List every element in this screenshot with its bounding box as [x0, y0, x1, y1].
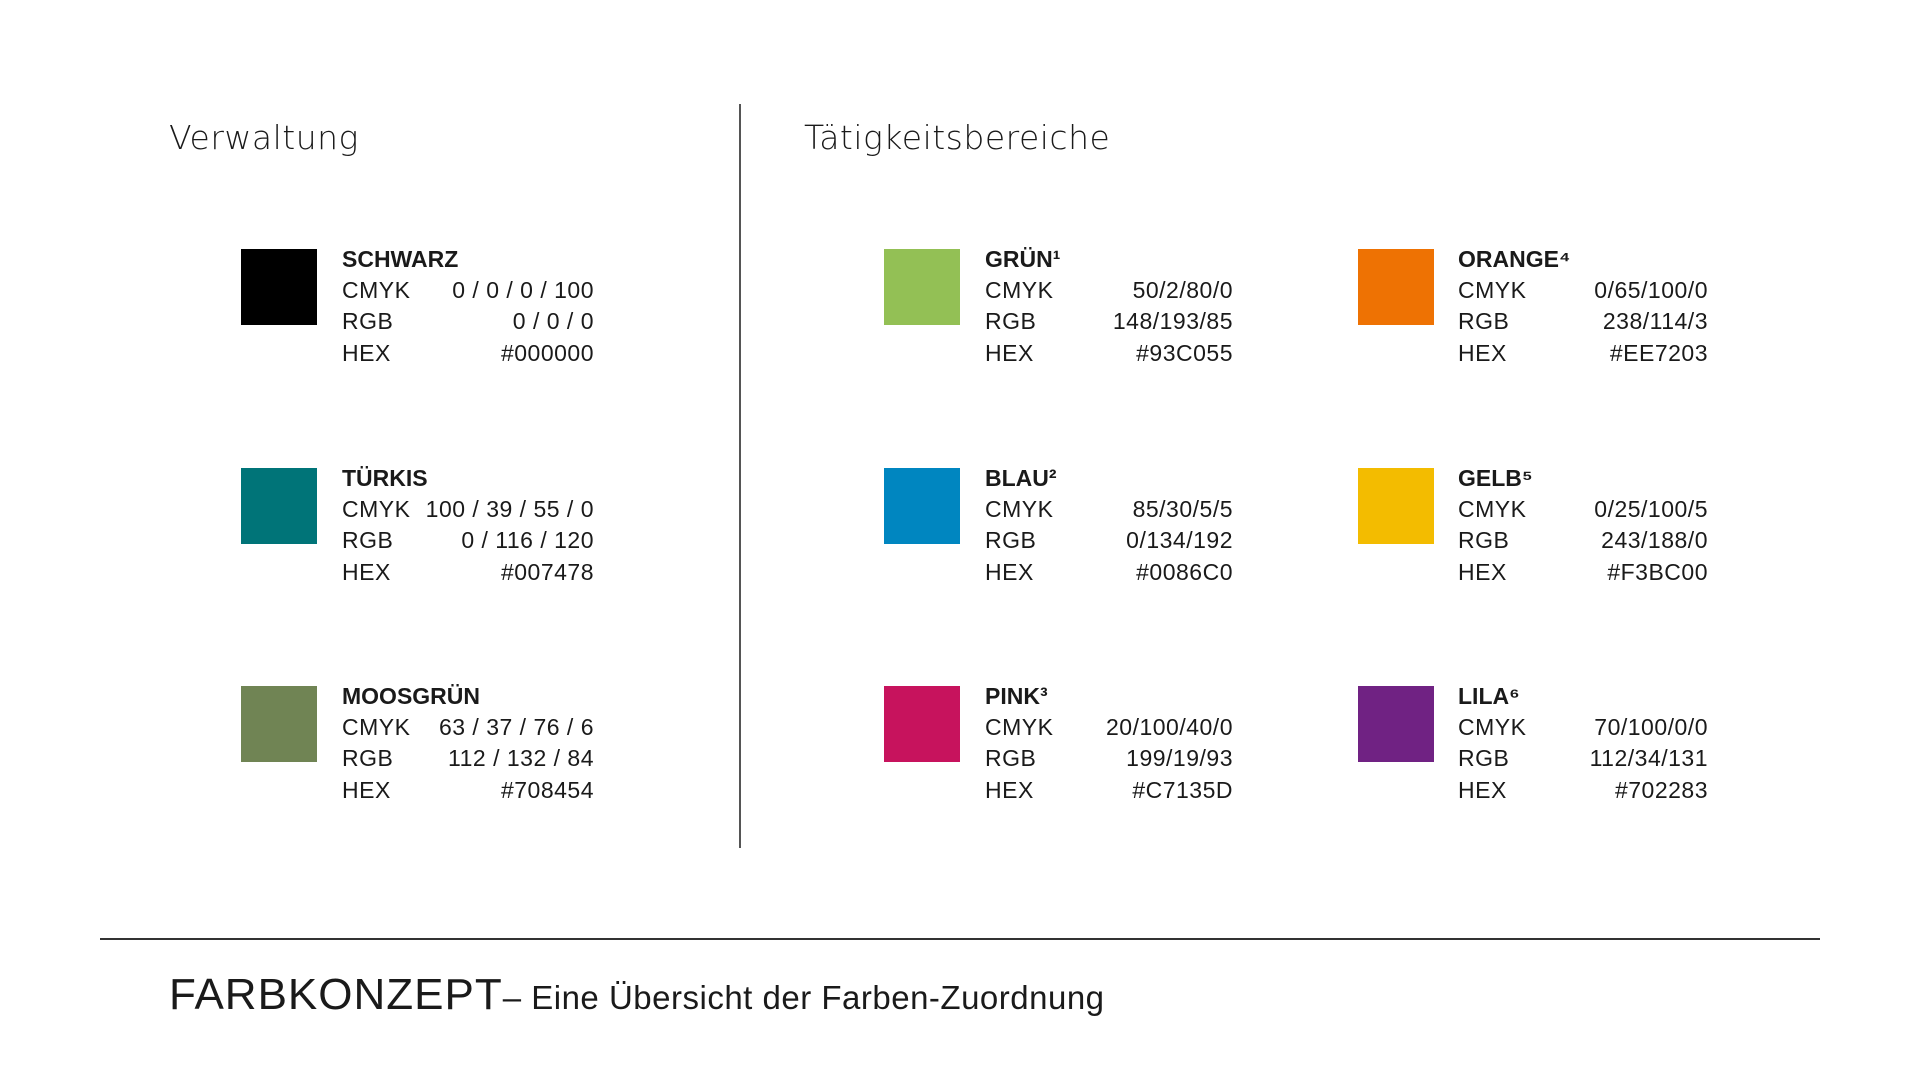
spec-value: 100 / 39 / 55 / 0 [425, 496, 594, 522]
spec-label: RGB [342, 745, 394, 772]
divider-vertical [739, 104, 741, 848]
section-title: Tätigkeitsbereiche [804, 118, 1111, 157]
spec-label: CMYK [1458, 714, 1527, 740]
spec-value: 112/34/131 [1589, 745, 1708, 772]
spec-label: CMYK [985, 496, 1054, 522]
spec-label: RGB [1458, 745, 1510, 772]
spec-label: HEX [1458, 558, 1507, 585]
spec-value: 0/25/100/5 [1594, 496, 1708, 522]
color-name: ORANGE⁴ [1458, 246, 1571, 272]
color-swatch [1358, 249, 1434, 325]
spec-label: CMYK [985, 277, 1054, 303]
color-name: LILA⁶ [1458, 683, 1520, 709]
spec-label: HEX [985, 558, 1034, 585]
spec-label: RGB [985, 527, 1037, 554]
color-swatch [1358, 686, 1434, 762]
spec-value: 20/100/40/0 [1105, 714, 1233, 740]
spec-label: HEX [985, 776, 1034, 803]
footer: FARBKONZEPT– Eine Übersicht der Farben-Z… [169, 970, 1105, 1020]
section-title: Verwaltung [169, 118, 359, 157]
spec-value: #702283 [1614, 776, 1708, 803]
color-swatch [884, 686, 960, 762]
spec-value: #93C055 [1136, 339, 1233, 366]
color-swatch [241, 468, 317, 544]
spec-label: RGB [342, 308, 394, 335]
spec-label: HEX [342, 558, 391, 585]
spec-label: RGB [1458, 308, 1510, 335]
spec-value: 70/100/0/0 [1594, 714, 1708, 740]
spec-value: #007478 [500, 558, 594, 585]
footer-subtitle: – Eine Übersicht der Farben-Zuordnung [502, 979, 1105, 1016]
spec-value: 63 / 37 / 76 / 6 [438, 714, 594, 740]
spec-value: 112 / 132 / 84 [448, 745, 594, 772]
color-swatch [1358, 468, 1434, 544]
spec-value: #0086C0 [1136, 558, 1233, 585]
color-swatch [884, 249, 960, 325]
color-swatch [241, 686, 317, 762]
color-name: BLAU² [985, 465, 1057, 491]
spec-label: HEX [342, 776, 391, 803]
spec-label: CMYK [342, 277, 411, 303]
spec-value: 0/134/192 [1126, 527, 1233, 554]
spec-value: 0 / 116 / 120 [461, 527, 594, 554]
spec-label: RGB [985, 745, 1037, 772]
spec-label: HEX [1458, 339, 1507, 366]
color-name: SCHWARZ [342, 246, 459, 272]
footer-title: FARBKONZEPT [169, 970, 503, 1019]
spec-label: CMYK [342, 714, 411, 740]
spec-label: CMYK [342, 496, 411, 522]
color-swatch [241, 249, 317, 325]
spec-value: #F3BC00 [1607, 558, 1708, 585]
spec-value: 0/65/100/0 [1594, 277, 1708, 303]
spec-label: CMYK [985, 714, 1054, 740]
divider-horizontal [100, 938, 1820, 940]
spec-value: 0 / 0 / 0 [512, 308, 594, 335]
spec-label: HEX [985, 339, 1034, 366]
color-name: GELB⁵ [1458, 465, 1533, 491]
spec-label: HEX [342, 339, 391, 366]
spec-value: 85/30/5/5 [1132, 496, 1233, 522]
color-swatch [884, 468, 960, 544]
spec-label: CMYK [1458, 496, 1527, 522]
spec-value: 238/114/3 [1602, 308, 1708, 335]
spec-value: 199/19/93 [1126, 745, 1233, 772]
color-name: PINK³ [985, 683, 1048, 709]
spec-value: 148/193/85 [1112, 308, 1233, 335]
spec-value: #EE7203 [1609, 339, 1708, 366]
color-name: TÜRKIS [342, 465, 428, 491]
spec-value: #C7135D [1132, 776, 1233, 803]
spec-label: RGB [985, 308, 1037, 335]
spec-label: CMYK [1458, 277, 1527, 303]
spec-label: RGB [1458, 527, 1510, 554]
color-name: GRÜN¹ [985, 246, 1061, 272]
spec-value: 50/2/80/0 [1132, 277, 1233, 303]
spec-value: #000000 [500, 339, 594, 366]
spec-value: 0 / 0 / 0 / 100 [452, 277, 594, 303]
spec-value: 243/188/0 [1601, 527, 1708, 554]
color-name: MOOSGRÜN [342, 683, 480, 709]
spec-label: HEX [1458, 776, 1507, 803]
spec-value: #708454 [500, 776, 594, 803]
spec-label: RGB [342, 527, 394, 554]
